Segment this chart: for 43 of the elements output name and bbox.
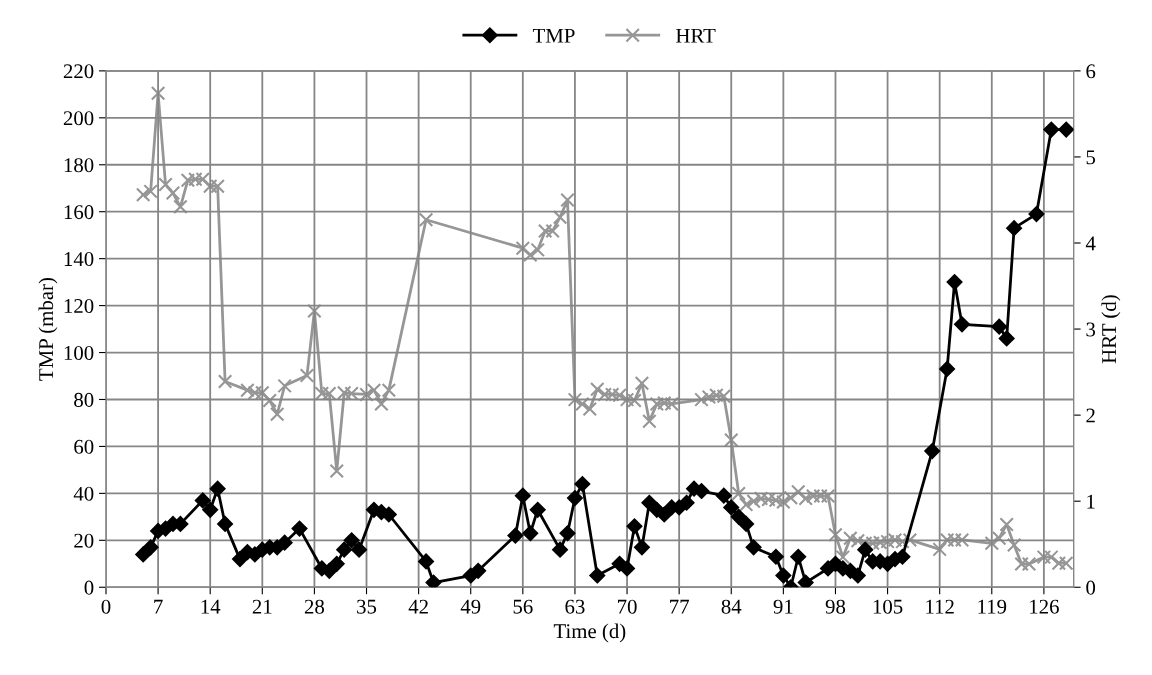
y-tick-label: 220 [63,64,94,79]
x-tick-label: 49 [460,599,481,614]
x-tick-label: 21 [252,599,272,614]
y-tick-label: 20 [74,533,94,548]
y-tick-label: 60 [74,439,94,454]
y2-tick-label: 1 [1087,494,1095,509]
x-tick-label: 56 [513,599,533,614]
y-tick-label: 180 [64,158,94,173]
y-tick-label: 120 [64,298,94,314]
y-tick-label: 40 [73,486,94,501]
x-tick-label: 126 [1030,599,1059,614]
x-tick-label: 98 [825,599,846,614]
y-tick-label: 0 [84,580,94,595]
y-axis-title: TMP (mbar) [38,278,58,381]
y2-tick-label: 6 [1086,64,1096,79]
x-tick-label: 42 [408,599,428,614]
x-tick-label: 28 [304,599,325,614]
x-tick-label: 70 [618,599,637,614]
x-tick-label: 35 [357,599,377,614]
x-tick-label: 14 [201,599,221,614]
y2-tick-label: 4 [1085,236,1096,251]
y-tick-label: 100 [64,345,94,360]
y-tick-label: 140 [64,252,94,267]
y2-tick-label: 0 [1086,580,1096,595]
y2-tick-label: 3 [1086,322,1096,337]
y-tick-label: 80 [74,392,94,407]
x-tick-label: 77 [670,599,689,614]
x-tick-label: 7 [154,599,163,614]
x-tick-label: 84 [721,599,742,614]
x-tick-label: 0 [101,599,111,614]
legend-label: TMP [532,28,575,43]
x-tick-label: 112 [926,599,954,614]
x-tick-label: 91 [773,599,793,614]
x-tick-label: 63 [565,599,585,614]
y2-tick-label: 5 [1086,150,1096,165]
y2-tick-label: 2 [1086,408,1095,423]
x-tick-label: 105 [873,599,903,614]
x-axis-title: Time (d) [553,623,626,643]
legend-label: HRT [676,28,716,43]
y2-axis-title: HRT (d) [1101,295,1121,364]
y-tick-label: 200 [63,111,94,126]
x-tick-label: 119 [978,599,1007,614]
y-tick-label: 160 [64,205,94,220]
